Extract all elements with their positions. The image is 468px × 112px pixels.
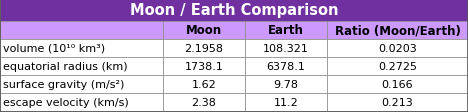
Text: 9.78: 9.78 [273,79,299,89]
Bar [327,57,468,75]
Text: 2.38: 2.38 [191,97,216,107]
Bar [245,40,327,57]
Bar [0,22,163,40]
Text: 108.321: 108.321 [263,44,309,54]
Text: 11.2: 11.2 [274,97,299,107]
Text: Moon / Earth Comparison: Moon / Earth Comparison [130,3,338,18]
Bar [0,40,163,57]
Bar [245,75,327,93]
Bar [327,75,468,93]
Text: 6378.1: 6378.1 [267,61,306,71]
Bar [245,57,327,75]
Text: volume (10¹⁰ km³): volume (10¹⁰ km³) [3,44,105,54]
Text: Earth: Earth [268,24,304,37]
Bar [327,93,468,111]
Text: surface gravity (m/s²): surface gravity (m/s²) [3,79,124,89]
Bar [163,40,245,57]
Bar [0,0,468,22]
Text: Moon: Moon [186,24,222,37]
Bar [327,22,468,40]
Bar [0,75,163,93]
Text: 0.0203: 0.0203 [378,44,417,54]
Bar [163,22,245,40]
Bar [163,57,245,75]
Bar [0,93,163,111]
Bar [163,75,245,93]
Bar [245,22,327,40]
Text: 2.1958: 2.1958 [184,44,224,54]
Bar [327,40,468,57]
Text: 1738.1: 1738.1 [184,61,223,71]
Text: equatorial radius (km): equatorial radius (km) [3,61,128,71]
Text: escape velocity (km/s): escape velocity (km/s) [3,97,129,107]
Text: Ratio (Moon/Earth): Ratio (Moon/Earth) [335,24,461,37]
Bar [245,93,327,111]
Text: 0.213: 0.213 [381,97,413,107]
Text: 1.62: 1.62 [191,79,216,89]
Bar [0,57,163,75]
Bar [163,93,245,111]
Text: 0.166: 0.166 [382,79,413,89]
Text: 0.2725: 0.2725 [378,61,417,71]
